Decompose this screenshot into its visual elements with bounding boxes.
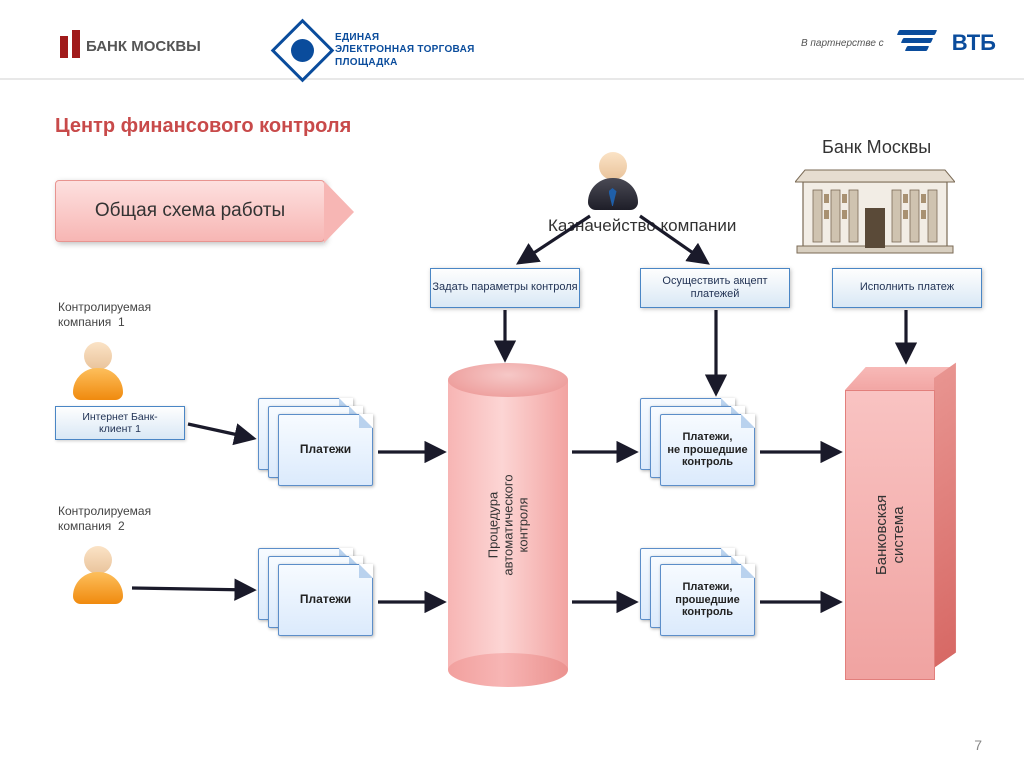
company-2-person bbox=[70, 542, 125, 604]
vtb-partner-prefix: В партнерстве с bbox=[801, 38, 884, 49]
treasury-label: Казначейство компании bbox=[548, 216, 736, 236]
company-1-person bbox=[70, 338, 125, 400]
vtb-logo: В партнерстве с ВТБ bbox=[801, 30, 996, 56]
person-icon bbox=[70, 338, 125, 400]
doc-failed: Платежи, не прошедшие контроль bbox=[640, 398, 758, 486]
etp-logo: ЕДИНАЯ ЭЛЕКТРОННАЯ ТОРГОВАЯ ПЛОЩАДКА bbox=[280, 28, 475, 73]
doc-label: Платежи, прошедшие контроль bbox=[660, 564, 755, 636]
treasury-person bbox=[585, 148, 640, 210]
ibank-client-1: Интернет Банк- клиент 1 bbox=[55, 406, 185, 440]
etp-icon bbox=[271, 19, 335, 83]
cylinder-label: Процедура автоматического контроля bbox=[486, 474, 531, 575]
scheme-label: Общая схема работы bbox=[95, 200, 285, 222]
vtb-label: ВТБ bbox=[952, 30, 996, 56]
slide-header: БАНК МОСКВЫ ЕДИНАЯ ЭЛЕКТРОННАЯ ТОРГОВАЯ … bbox=[0, 0, 1024, 80]
doc-payments-2: Платежи bbox=[258, 548, 376, 636]
prism-label: Банковская система bbox=[873, 495, 907, 575]
doc-payments-1: Платежи bbox=[258, 398, 376, 486]
slide-title: Центр финансового контроля bbox=[55, 115, 351, 138]
box-execute-payment: Исполнить платеж bbox=[832, 268, 982, 308]
doc-label: Платежи bbox=[278, 564, 373, 636]
businessman-icon bbox=[585, 148, 640, 210]
bank-moscow-label: БАНК МОСКВЫ bbox=[86, 38, 201, 55]
etp-line2: ЭЛЕКТРОННАЯ ТОРГОВАЯ bbox=[335, 44, 475, 57]
bank-building-icon bbox=[795, 160, 955, 255]
company-2-label: Контролируемая компания 2 bbox=[58, 504, 151, 534]
scheme-label-box: Общая схема работы bbox=[55, 180, 325, 242]
doc-passed: Платежи, прошедшие контроль bbox=[640, 548, 758, 636]
prism-banking-system: Банковская система bbox=[845, 390, 945, 680]
box-accept-payments: Осуществить акцепт платежей bbox=[640, 268, 790, 308]
box-set-params: Задать параметры контроля bbox=[430, 268, 580, 308]
etp-line3: ПЛОЩАДКА bbox=[335, 57, 475, 70]
bank-moscow-icon bbox=[60, 30, 80, 58]
doc-label: Платежи, не прошедшие контроль bbox=[660, 414, 755, 486]
vtb-wing-icon bbox=[898, 30, 938, 56]
page-number: 7 bbox=[974, 737, 982, 753]
company-1-label: Контролируемая компания 1 bbox=[58, 300, 151, 330]
etp-line1: ЕДИНАЯ bbox=[335, 32, 475, 45]
etp-label: ЕДИНАЯ ЭЛЕКТРОННАЯ ТОРГОВАЯ ПЛОЩАДКА bbox=[335, 32, 475, 70]
cylinder-control: Процедура автоматического контроля bbox=[448, 380, 568, 670]
bank-title: Банк Москвы bbox=[822, 137, 931, 158]
doc-label: Платежи bbox=[278, 414, 373, 486]
person-icon bbox=[70, 542, 125, 604]
